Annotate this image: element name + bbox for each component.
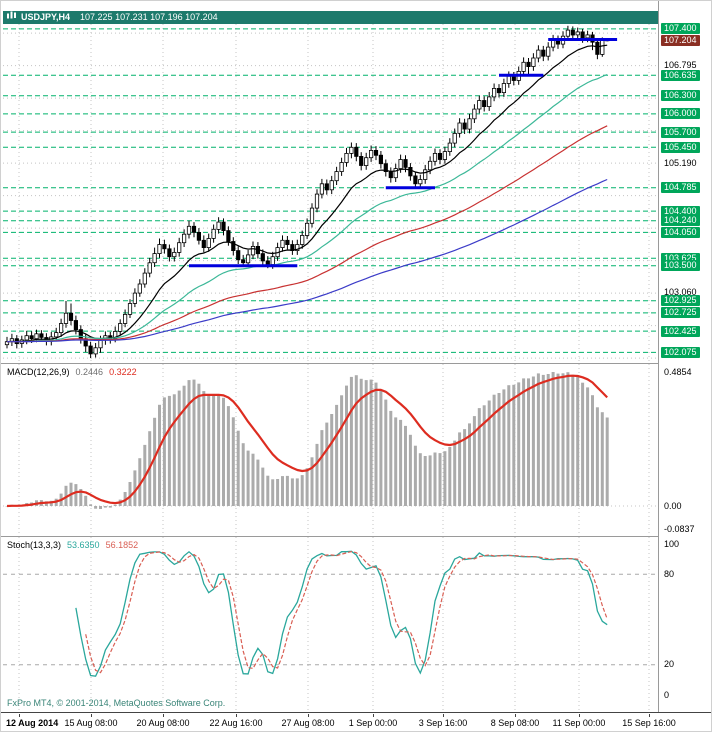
- macd-canvas[interactable]: [3, 364, 658, 536]
- candlestick-chart-icon: [7, 11, 16, 24]
- price-level-label: 103.625: [661, 252, 700, 264]
- candles: [4, 25, 610, 359]
- chart-title-bar: USDJPY,H4 107.225 107.231 107.196 107.204: [3, 11, 658, 24]
- horizontal-grid: [3, 32, 658, 359]
- time-axis-label: 22 Aug 16:00: [209, 718, 263, 728]
- price-level-label: 106.000: [661, 108, 700, 120]
- price-level-label: 104.785: [661, 182, 700, 194]
- time-axis-label: 3 Sep 16:00: [418, 718, 468, 728]
- macd-scale-label: 0.00: [664, 500, 682, 511]
- time-axis-label: 1 Sep 00:00: [348, 718, 398, 728]
- stoch-k-line: [75, 550, 608, 677]
- time-axis-label: 11 Sep 00:00: [552, 718, 606, 728]
- time-tick: [19, 714, 20, 717]
- stoch-value-k: 53.6350: [67, 540, 100, 550]
- moving-average-72[interactable]: [7, 125, 608, 343]
- price-level-label: 102.925: [661, 295, 700, 307]
- time-axis-label: 15 Sep 16:00: [622, 718, 676, 728]
- panel-separator[interactable]: [1, 363, 711, 364]
- time-tick: [236, 714, 237, 717]
- stoch-scale-label: 0: [664, 689, 670, 700]
- stochastic-canvas[interactable]: [3, 537, 658, 711]
- price-scale: 107.400 106.635 106.300 106.000 105.700 105.4…: [658, 1, 711, 712]
- macd-label: MACD(12,26,9) 0.2446 0.3222: [7, 367, 143, 377]
- price-scale-label: 106.795: [664, 60, 697, 71]
- stoch-scale-label: 20: [664, 659, 675, 670]
- stoch-label: Stoch(13,3,3) 53.6350 56.1852: [7, 540, 144, 550]
- time-axis-label: 20 Aug 08:00: [136, 718, 190, 728]
- time-tick: [443, 714, 444, 717]
- macd-scale-label: 0.4854: [664, 366, 692, 377]
- time-tick: [91, 714, 92, 717]
- price-level-label: 104.050: [661, 226, 700, 238]
- time-axis-label: 27 Aug 08:00: [281, 718, 335, 728]
- price-level-label: 105.450: [661, 141, 700, 153]
- current-price-label: 107.204: [661, 35, 700, 47]
- vertical-grid: [18, 537, 650, 711]
- symbol-timeframe: USDJPY,H4: [21, 12, 71, 22]
- time-tick: [163, 714, 164, 717]
- time-axis-label: 15 Aug 08:00: [64, 718, 118, 728]
- stochastic-panel[interactable]: Stoch(13,3,3) 53.6350 56.1852 FxPro MT4, ©…: [3, 537, 658, 711]
- macd-value-signal: 0.3222: [109, 367, 137, 377]
- time-axis-label: 12 Aug 2014: [6, 718, 59, 728]
- level-lines[interactable]: [3, 28, 658, 353]
- macd-signal-line: [6, 374, 608, 508]
- price-chart-panel[interactable]: [3, 24, 658, 363]
- macd-value-main: 0.2446: [75, 367, 104, 377]
- price-level-label: 104.240: [661, 215, 700, 227]
- time-axis-label: 8 Sep 08:00: [490, 718, 540, 728]
- panel-separator[interactable]: [1, 536, 711, 537]
- macd-name: MACD(12,26,9): [7, 367, 70, 377]
- price-level-label: 104.400: [661, 205, 700, 217]
- stoch-name: Stoch(13,3,3): [7, 540, 62, 550]
- time-tick: [579, 714, 580, 717]
- time-tick: [649, 714, 650, 717]
- macd-scale-label: -0.0837: [664, 523, 695, 534]
- price-level-label: 106.635: [661, 69, 700, 81]
- stoch-levels: [3, 573, 658, 666]
- copyright-text: FxPro MT4, © 2001-2014, MetaQuotes Softw…: [7, 698, 226, 708]
- macd-histogram: [5, 372, 609, 509]
- ohlc-values: 107.225 107.231 107.196 107.204: [80, 12, 218, 22]
- price-scale-label: 103.060: [664, 287, 697, 297]
- price-level-label: 102.075: [661, 346, 700, 358]
- price-chart-canvas[interactable]: [3, 24, 658, 363]
- moving-average-13[interactable]: [6, 44, 608, 343]
- moving-average-130[interactable]: [7, 178, 608, 343]
- stoch-value-d: 56.1852: [105, 540, 139, 550]
- time-tick: [515, 714, 516, 717]
- support-resistance-lines[interactable]: [189, 38, 618, 268]
- time-tick: [308, 714, 309, 717]
- price-level-label: 105.700: [661, 126, 700, 138]
- price-level-label: 102.425: [661, 325, 700, 337]
- stoch-scale-label: 100: [664, 538, 680, 549]
- moving-average-34[interactable]: [6, 73, 608, 343]
- time-axis: 12 Aug 2014 15 Aug 08:00 20 Aug 08:00 22 Au…: [3, 714, 711, 731]
- price-scale-label: 105.190: [664, 157, 697, 168]
- stoch-d-line: [85, 550, 608, 674]
- price-level-label: 103.500: [661, 260, 700, 272]
- stoch-scale-label: 80: [664, 568, 675, 579]
- price-level-label: 102.725: [661, 307, 700, 319]
- axis-separator: [1, 712, 711, 713]
- macd-panel[interactable]: MACD(12,26,9) 0.2446 0.3222: [3, 364, 658, 536]
- time-tick: [373, 714, 374, 717]
- price-level-label: 106.300: [661, 90, 700, 102]
- price-level-label: 107.400: [661, 23, 700, 35]
